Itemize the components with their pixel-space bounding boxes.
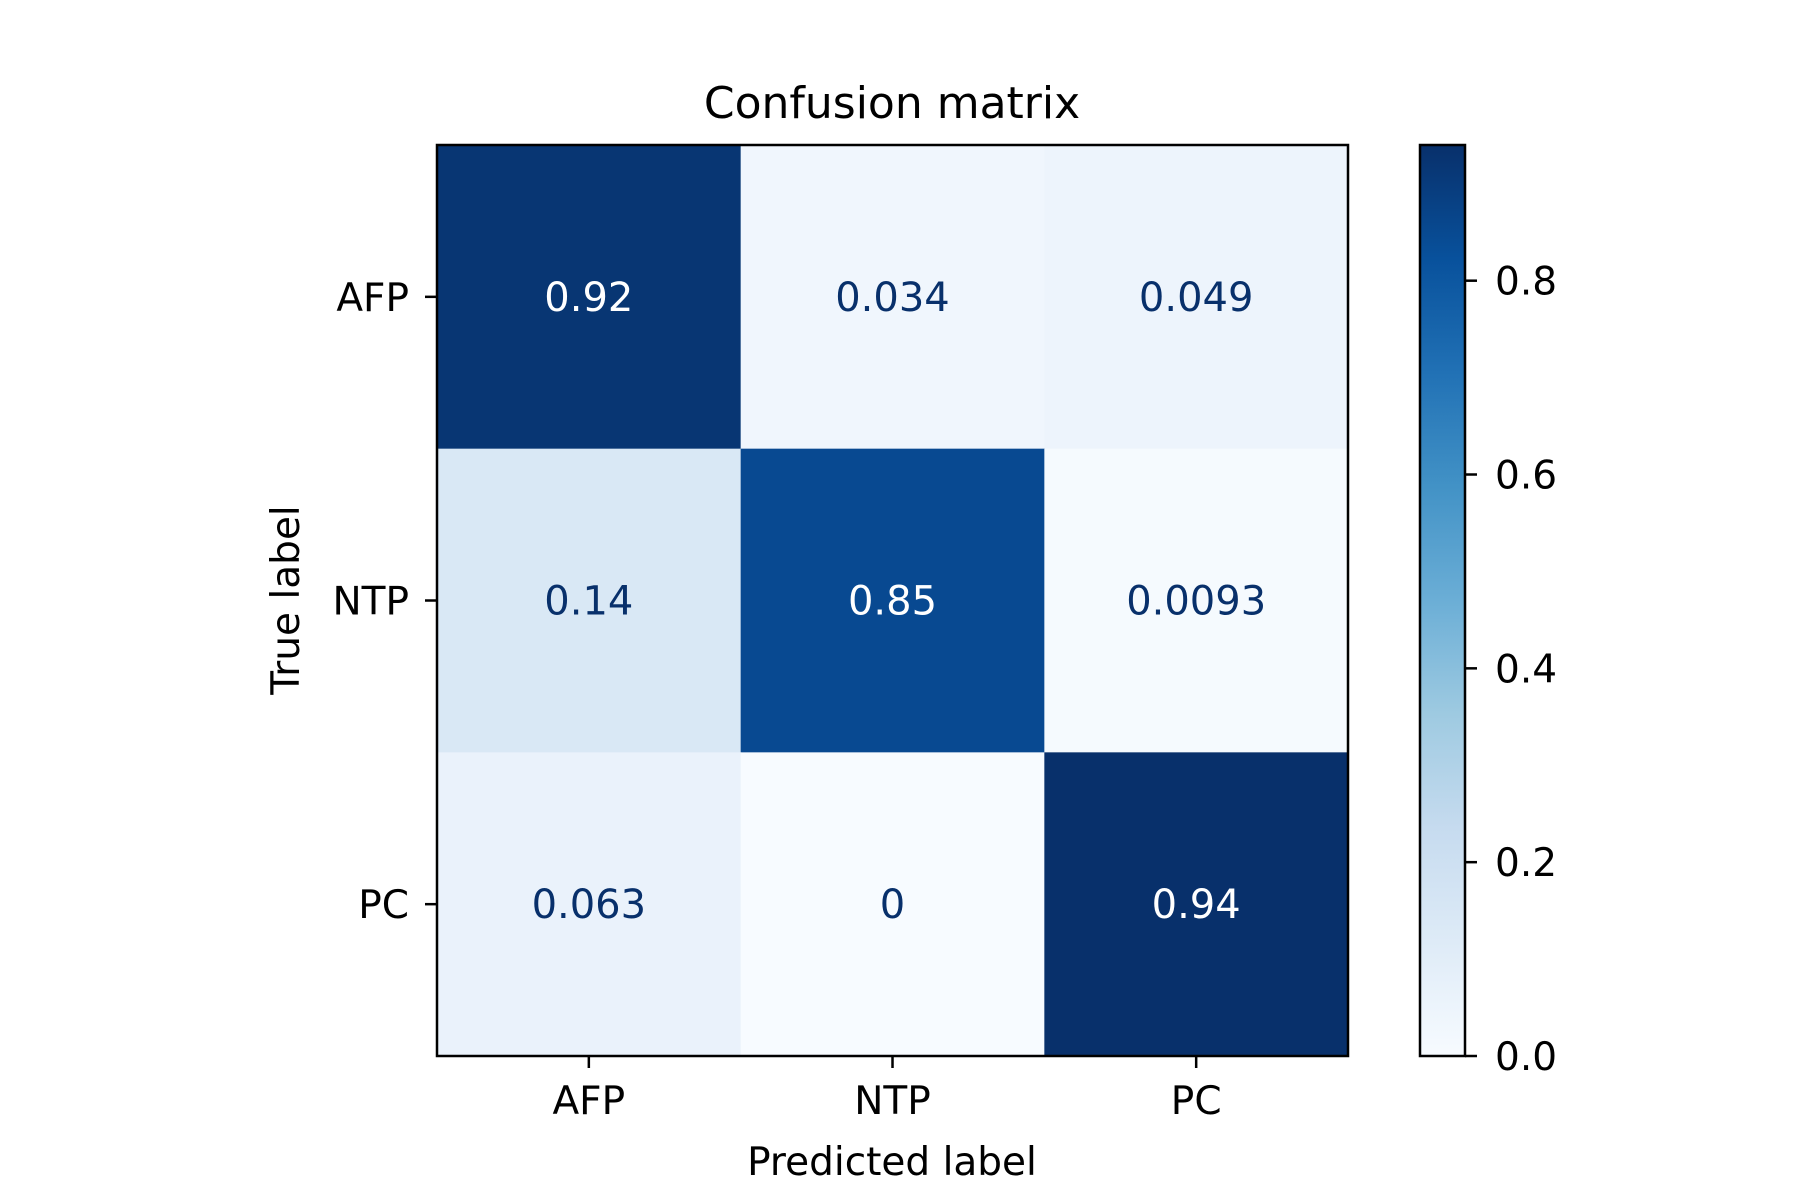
cell-value-label: 0 (880, 882, 905, 928)
colorbar-tick-label: 0.4 (1495, 647, 1557, 692)
x-tick-label: AFP (553, 1079, 626, 1124)
y-tick-label: PC (358, 883, 409, 928)
colorbar-tick-label: 0.8 (1495, 260, 1557, 305)
x-tick-label: PC (1171, 1079, 1222, 1124)
heatmap-cell-labels: 0.92 0.034 0.049 0.14 0.85 0.0093 0.063 0 0.94 (532, 275, 1267, 928)
chart-title: Confusion matrix (704, 78, 1080, 129)
heatmap-cell (740, 145, 1045, 450)
y-tick-label: NTP (332, 580, 409, 625)
heatmap-cell (437, 448, 742, 753)
y-axis-label: True label (264, 505, 309, 696)
colorbar-tick-label: 0.0 (1495, 1035, 1557, 1080)
heatmap-cell (437, 145, 742, 450)
cell-value-label: 0.85 (848, 579, 937, 625)
colorbar-ticks: 0.0 0.2 0.4 0.6 0.8 (1465, 260, 1557, 1080)
x-tick-label: NTP (854, 1079, 931, 1124)
heatmap-cell (740, 448, 1045, 753)
heatmap-cell (1044, 448, 1349, 753)
cell-value-label: 0.94 (1152, 882, 1241, 928)
heatmap-cells (437, 145, 1349, 1057)
x-axis: AFP NTP PC (553, 1056, 1222, 1124)
cell-value-label: 0.034 (835, 275, 950, 321)
colorbar-tick-label: 0.6 (1495, 454, 1557, 499)
cell-value-label: 0.049 (1139, 275, 1254, 321)
y-tick-label: AFP (336, 276, 409, 321)
cell-value-label: 0.14 (544, 579, 633, 625)
y-axis: AFP NTP PC (332, 276, 437, 928)
cell-value-label: 0.063 (532, 882, 647, 928)
heatmap-cell (1044, 752, 1349, 1057)
heatmap-cell (1044, 145, 1349, 450)
x-axis-label: Predicted label (747, 1140, 1037, 1185)
colorbar-tick-label: 0.2 (1495, 841, 1557, 886)
cell-value-label: 0.92 (544, 275, 633, 321)
colorbar (1418, 143, 1467, 1058)
heatmap-cell (740, 752, 1045, 1057)
cell-value-label: 0.0093 (1126, 579, 1266, 625)
heatmap-cell (437, 752, 742, 1057)
